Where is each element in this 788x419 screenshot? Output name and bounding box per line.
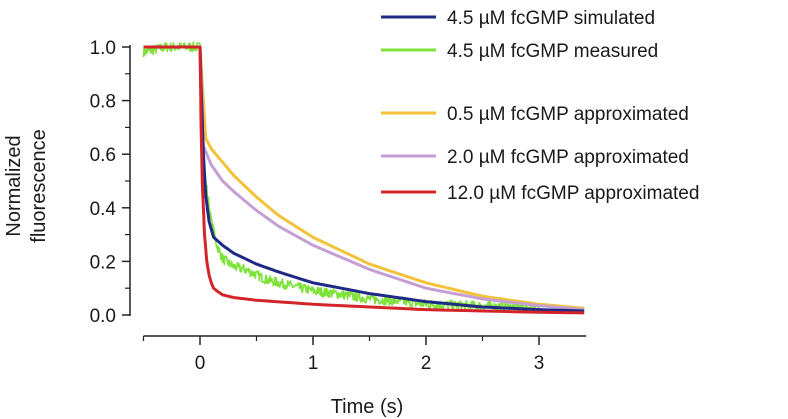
chart-series (142, 41, 585, 315)
chart-tick-labels: 0.0 0.2 0.4 0.6 0.8 1.0 0 1 2 3 (90, 38, 545, 374)
series-line-4 (143, 45, 585, 315)
x-tick-label: 2 (421, 353, 432, 374)
y-tick-label: 0.0 (90, 306, 116, 327)
x-tick-label: 1 (308, 353, 319, 374)
y-tick-label: 0.4 (90, 199, 117, 220)
x-tick-label: 0 (195, 353, 206, 374)
y-tick-label: 0.8 (90, 92, 116, 113)
y-tick-label: 1.0 (90, 38, 116, 59)
chart-axes (122, 45, 587, 345)
x-axis-label: Time (s) (331, 396, 404, 418)
y-tick-label: 0.6 (90, 145, 116, 166)
x-tick-label: 3 (534, 353, 545, 374)
legend-label: 2.0 µM fcGMP approximated (447, 147, 689, 168)
legend-label: 0.5 µM fcGMP approximated (447, 104, 689, 125)
legend-label: 12.0 µM fcGMP approximated (447, 183, 699, 204)
y-axis-label-line-1: Normalized (3, 135, 25, 236)
y-axis-label-line-2: fluorescence (28, 129, 50, 242)
legend-label: 4.5 µM fcGMP simulated (447, 8, 655, 29)
chart-legend: 4.5 µM fcGMP simulated 4.5 µM fcGMP measu… (381, 8, 699, 204)
y-tick-label: 0.2 (90, 252, 116, 273)
series-line-1 (143, 45, 585, 310)
legend-label: 4.5 µM fcGMP measured (447, 41, 658, 62)
